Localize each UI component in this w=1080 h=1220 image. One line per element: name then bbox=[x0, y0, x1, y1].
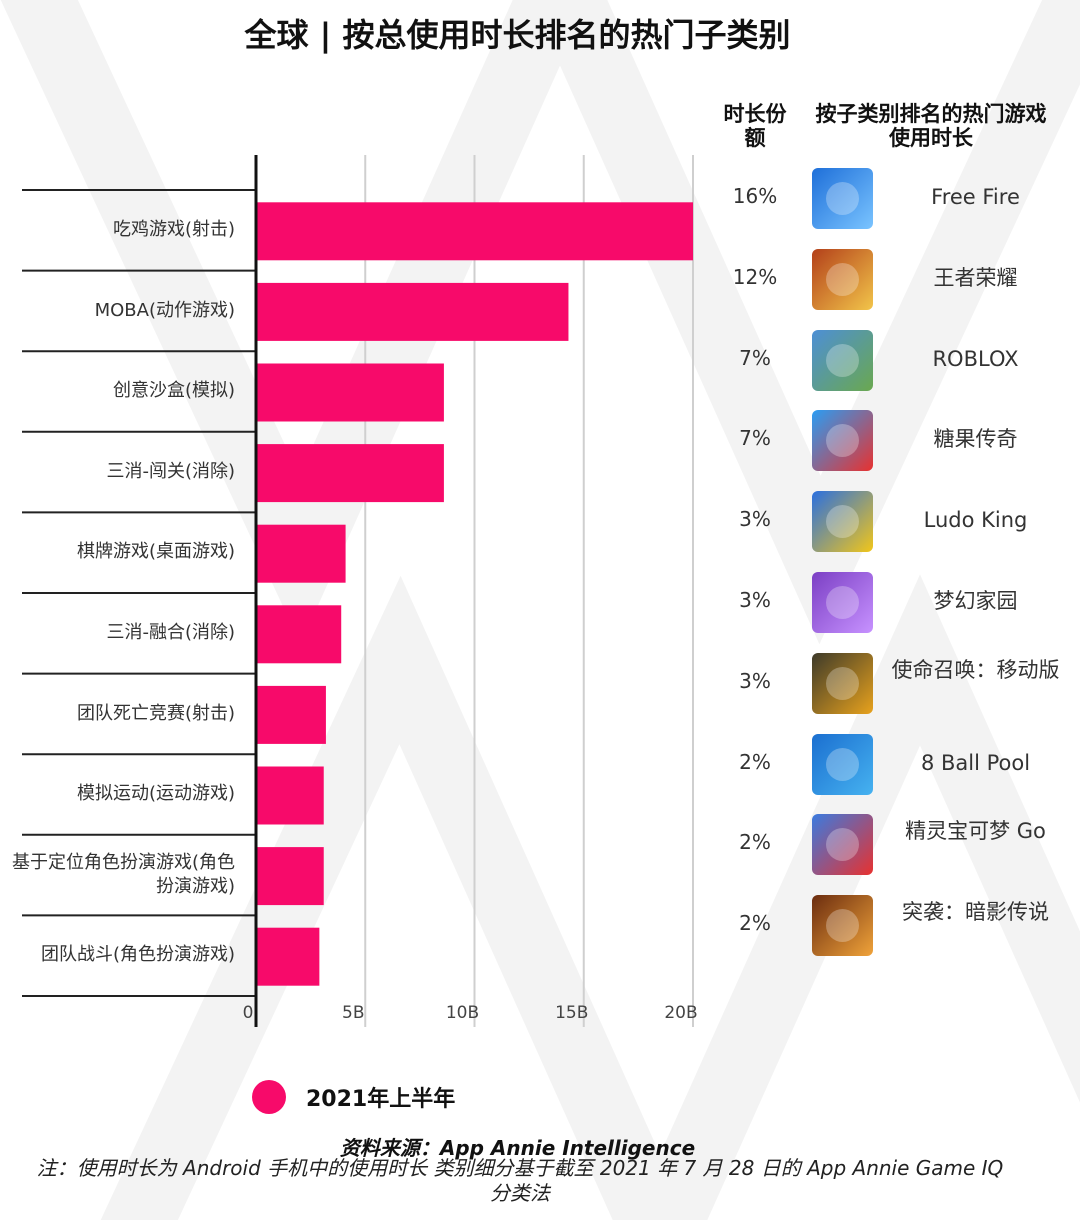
share-value: 2% bbox=[739, 911, 771, 936]
bar bbox=[256, 685, 326, 744]
ludo-king-icon bbox=[812, 491, 873, 553]
game-name: ROBLOX bbox=[932, 346, 1019, 371]
bar bbox=[256, 282, 569, 341]
share-value: 3% bbox=[739, 668, 771, 693]
8-ball-pool-icon bbox=[812, 733, 873, 795]
share-value: 7% bbox=[739, 426, 771, 451]
raid-shadow-legends-icon bbox=[812, 895, 873, 957]
category-label: 三消-融合(消除) bbox=[106, 622, 235, 643]
game-name: 王者荣耀 bbox=[933, 265, 1018, 290]
roblox-icon bbox=[812, 329, 873, 391]
source-text: 资料来源：App Annie Intelligence bbox=[339, 1136, 696, 1160]
game-name: 精灵宝可梦 Go bbox=[905, 819, 1046, 844]
category-label: 团队战斗(角色扮演游戏) bbox=[40, 944, 235, 966]
candy-crush-icon bbox=[812, 410, 873, 472]
bar bbox=[256, 847, 324, 906]
share-value: 2% bbox=[739, 749, 771, 774]
share-column-header: 时长份额 bbox=[723, 102, 787, 150]
x-tick-label: 0 bbox=[242, 1003, 254, 1023]
top-game-column-header: 按子类别排名的热门游戏使用时长 bbox=[815, 102, 1047, 150]
game-name: Ludo King bbox=[923, 508, 1028, 533]
category-label: 基于定位角色扮演游戏(角色扮演游戏) bbox=[11, 851, 235, 897]
game-name: 使命召唤：移动版 bbox=[891, 657, 1060, 682]
category-label: 创意沙盒(模拟) bbox=[112, 380, 235, 402]
page-title: 全球 | 按总使用时长排名的热门子类别 bbox=[244, 16, 791, 54]
share-value: 3% bbox=[739, 507, 771, 532]
footnote: 注：使用时长为 Android 手机中的使用时长 类别细分基于截至 2021 年… bbox=[36, 1156, 1004, 1205]
bar bbox=[256, 202, 693, 261]
legend-marker bbox=[252, 1080, 286, 1114]
x-tick-label: 20B bbox=[664, 1003, 698, 1023]
bar bbox=[256, 524, 346, 583]
game-name: 8 Ball Pool bbox=[920, 750, 1031, 775]
game-name: Free Fire bbox=[931, 185, 1020, 209]
x-tick-label: 15B bbox=[555, 1003, 589, 1023]
category-label: MOBA(动作游戏) bbox=[94, 299, 235, 321]
share-value: 7% bbox=[739, 345, 771, 370]
free-fire-icon bbox=[812, 168, 873, 229]
x-tick-label: 5B bbox=[342, 1003, 365, 1023]
bar bbox=[256, 444, 444, 503]
homescapes-icon bbox=[812, 572, 873, 633]
share-value: 2% bbox=[739, 830, 771, 855]
x-tick-label: 10B bbox=[445, 1003, 480, 1023]
game-name: 梦幻家园 bbox=[933, 589, 1018, 613]
bar bbox=[256, 363, 444, 422]
pokemon-go-icon bbox=[812, 814, 873, 876]
category-label: 吃鸡游戏(射击) bbox=[112, 219, 235, 240]
game-name: 糖果传奇 bbox=[933, 427, 1018, 452]
game-name: 突袭：暗影传说 bbox=[902, 900, 1049, 925]
share-value: 12% bbox=[732, 264, 778, 289]
bar bbox=[256, 766, 324, 825]
share-value: 16% bbox=[732, 184, 778, 208]
legend-label: 2021年上半年 bbox=[306, 1087, 456, 1112]
category-label: 团队死亡竞赛(射击) bbox=[76, 702, 235, 724]
category-label: 模拟运动(运动游戏) bbox=[76, 783, 235, 805]
honor-of-kings-icon bbox=[812, 248, 873, 310]
bar bbox=[256, 927, 320, 986]
category-label: 三消-闯关(消除) bbox=[106, 460, 235, 482]
category-label: 棋牌游戏(桌面游戏) bbox=[76, 541, 235, 563]
share-value: 3% bbox=[739, 588, 771, 612]
call-of-duty-icon bbox=[812, 652, 873, 714]
bar bbox=[256, 605, 342, 664]
